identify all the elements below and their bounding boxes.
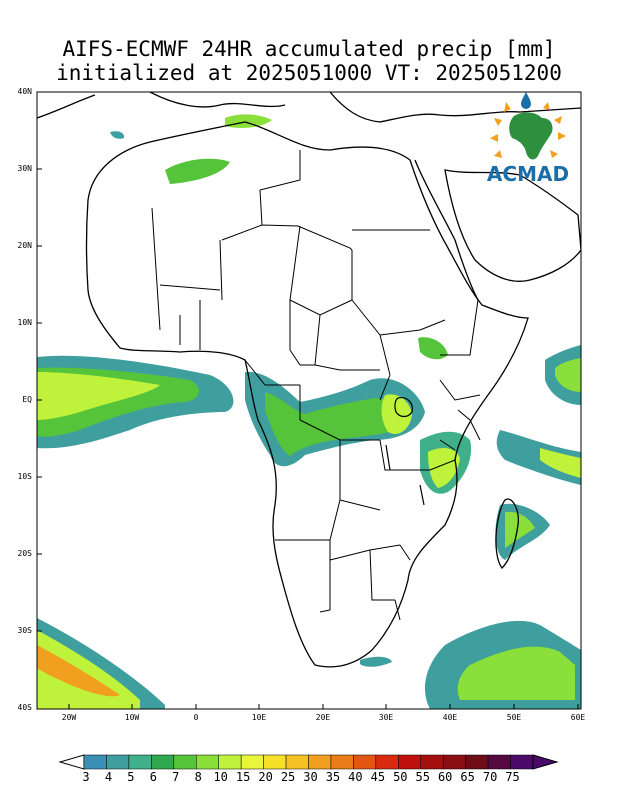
precip-area-med-small	[110, 131, 125, 139]
colorbar-label: 4	[104, 770, 113, 784]
colorbar-cell	[240, 754, 264, 770]
lat-label: 10N	[17, 318, 32, 327]
colorbar-cell	[398, 754, 421, 770]
colorbar-cell	[151, 754, 175, 770]
colorbar-label: 70	[482, 770, 498, 784]
lon-label: 10E	[251, 713, 267, 722]
colorbar-label: 60	[437, 770, 453, 784]
colorbar-label: 65	[460, 770, 475, 784]
map-outlines	[37, 92, 581, 668]
lakes	[385, 397, 425, 506]
red-sea-shore	[414, 159, 479, 301]
lat-label: 20N	[17, 241, 32, 250]
colorbar-cell	[285, 754, 309, 770]
arabia-outline	[444, 169, 581, 282]
precip-area-south-atlantic-core	[37, 630, 140, 709]
sun-rays-icon	[490, 96, 566, 158]
colorbar-label: 55	[415, 770, 430, 784]
precip-area-south-indian-core	[457, 646, 575, 700]
colorbar-label: 40	[348, 770, 363, 784]
africa-coastline	[85, 121, 529, 668]
precip-area-atlantic-peak	[37, 372, 160, 420]
colorbar	[58, 754, 559, 770]
logo-text: ACMAD	[487, 162, 569, 186]
colorbar-cell	[218, 754, 242, 770]
colorbar-cell	[263, 754, 287, 770]
colorbar-label: 3	[82, 770, 90, 784]
colorbar-label: 7	[172, 770, 180, 784]
lon-label: 10W	[124, 713, 140, 722]
africa-map-logo-icon	[509, 112, 553, 160]
chart-title-line2: initialized at 2025051000 VT: 2025051200	[56, 61, 562, 85]
precip-area-south-atlantic-peak	[37, 645, 120, 697]
lat-label: 40S	[17, 703, 32, 712]
colorbar-label: 50	[393, 770, 408, 784]
precip-area-lake-victoria	[381, 394, 412, 435]
colorbar-cell	[330, 754, 354, 770]
lon-label: 40E	[442, 713, 458, 722]
colorbar-cell	[465, 754, 489, 770]
lon-label: 30E	[378, 713, 394, 722]
lat-label: 20S	[17, 549, 32, 558]
precip-area-indian-ocean-mid	[496, 430, 581, 485]
acmad-logo: ACMAD	[487, 92, 569, 186]
colorbar-label: 35	[325, 770, 341, 784]
water-drop-icon	[521, 92, 531, 109]
lon-label: 0	[193, 713, 199, 722]
precip-area-congo-core	[265, 392, 401, 456]
precip-area-indian-ocean-core	[555, 358, 581, 392]
colorbar-label: 15	[235, 770, 251, 784]
precip-area-natal	[360, 656, 392, 667]
colorbar-cell	[420, 754, 444, 770]
colorbar-cell	[128, 754, 152, 770]
colorbar-label: 5	[127, 770, 135, 784]
lat-label: 40N	[17, 87, 32, 96]
precip-area-atlas	[165, 158, 230, 184]
lon-label: 60E	[570, 713, 586, 722]
colorbar-label: 45	[370, 770, 386, 784]
colorbar-cell	[442, 754, 466, 770]
colorbar-label: 30	[303, 770, 318, 784]
colorbar-cell	[510, 754, 534, 770]
country-borders	[151, 150, 481, 621]
colorbar-cell	[353, 754, 377, 770]
lon-label: 50E	[506, 713, 522, 722]
colorbar-cell	[173, 754, 197, 770]
colorbar-label: 25	[280, 770, 296, 784]
europe-coast	[37, 92, 581, 123]
precip-field	[37, 114, 581, 709]
precip-area-east-africa-core	[428, 448, 460, 488]
colorbar-label: 20	[258, 770, 273, 784]
chart-title-line1: AIFS-ECMWF 24HR accumulated precip [mm]	[62, 37, 556, 61]
colorbar-cell	[375, 754, 399, 770]
colorbar-label: 8	[194, 770, 202, 784]
colorbar-cell	[196, 754, 219, 770]
lat-label: 30N	[17, 164, 32, 173]
precip-area-indian-ocean-mid-core	[540, 448, 581, 478]
colorbar-cell	[308, 754, 332, 770]
colorbar-label: 10	[213, 770, 228, 784]
lat-label: 30S	[17, 626, 32, 635]
colorbar-cell	[487, 754, 511, 770]
precip-area-ethiopia	[418, 337, 448, 360]
colorbar-cell	[83, 754, 107, 770]
madagascar-outline	[495, 498, 519, 569]
precip-area-med	[225, 114, 272, 128]
lat-label: 10S	[17, 472, 32, 481]
colorbar-label: 6	[149, 770, 157, 784]
lon-label: 20E	[315, 713, 331, 722]
lon-ticks	[68, 704, 579, 709]
lon-label: 20W	[61, 713, 77, 722]
precip-area-madagascar-core	[505, 511, 535, 548]
colorbar-cell	[106, 754, 130, 770]
lat-label: EQ	[22, 395, 32, 404]
lat-ticks	[37, 91, 42, 710]
colorbar-high-arrow	[532, 754, 559, 770]
colorbar-low-arrow	[58, 754, 85, 770]
colorbar-label: 75	[505, 770, 520, 784]
